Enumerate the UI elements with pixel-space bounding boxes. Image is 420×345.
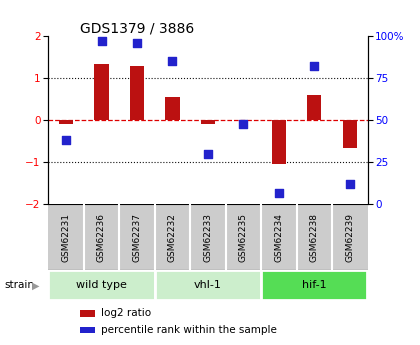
- Bar: [343, 120, 357, 148]
- Point: [134, 40, 140, 46]
- Bar: [59, 120, 73, 125]
- Text: GSM62233: GSM62233: [203, 213, 213, 262]
- Point: [240, 121, 247, 126]
- Bar: [130, 66, 144, 120]
- Bar: [80, 310, 94, 317]
- Point: [346, 181, 353, 187]
- Point: [169, 59, 176, 64]
- Text: log2 ratio: log2 ratio: [101, 308, 151, 318]
- Bar: [48, 270, 155, 300]
- Bar: [155, 270, 261, 300]
- Text: GSM62237: GSM62237: [132, 213, 142, 262]
- Text: GDS1379 / 3886: GDS1379 / 3886: [80, 21, 194, 35]
- Text: percentile rank within the sample: percentile rank within the sample: [101, 325, 277, 335]
- Point: [311, 64, 318, 69]
- Bar: [272, 120, 286, 164]
- Text: GSM62231: GSM62231: [62, 213, 71, 262]
- Bar: [80, 327, 94, 334]
- Bar: [261, 270, 368, 300]
- Point: [98, 39, 105, 44]
- Bar: [307, 95, 321, 120]
- Bar: [165, 97, 179, 120]
- Text: strain: strain: [4, 280, 34, 290]
- Text: vhl-1: vhl-1: [194, 280, 222, 290]
- Text: GSM62238: GSM62238: [310, 213, 319, 262]
- Point: [63, 138, 69, 143]
- Text: GSM62236: GSM62236: [97, 213, 106, 262]
- Text: ▶: ▶: [32, 280, 39, 290]
- Text: hif-1: hif-1: [302, 280, 327, 290]
- Text: GSM62234: GSM62234: [274, 213, 284, 262]
- Point: [276, 190, 282, 195]
- Bar: [94, 63, 109, 120]
- Text: GSM62239: GSM62239: [345, 213, 354, 262]
- Bar: [201, 120, 215, 124]
- Point: [205, 151, 211, 157]
- Text: wild type: wild type: [76, 280, 127, 290]
- Text: GSM62232: GSM62232: [168, 213, 177, 262]
- Text: GSM62235: GSM62235: [239, 213, 248, 262]
